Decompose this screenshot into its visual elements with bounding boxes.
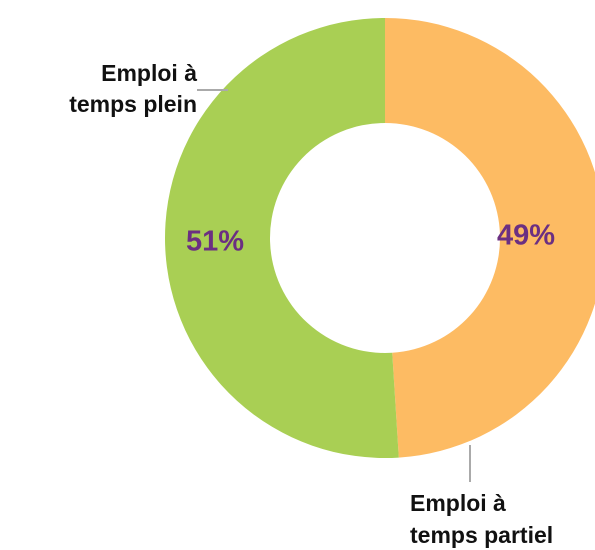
category-label: temps partiel bbox=[410, 522, 553, 548]
category-label: Emploi à bbox=[410, 490, 506, 516]
donut-slice bbox=[164, 18, 399, 458]
category-label: temps plein bbox=[69, 91, 197, 117]
donut-slice bbox=[385, 18, 595, 458]
value-label: 51% bbox=[186, 226, 244, 258]
value-label: 49% bbox=[497, 220, 555, 252]
category-label: Emploi à bbox=[101, 60, 197, 86]
